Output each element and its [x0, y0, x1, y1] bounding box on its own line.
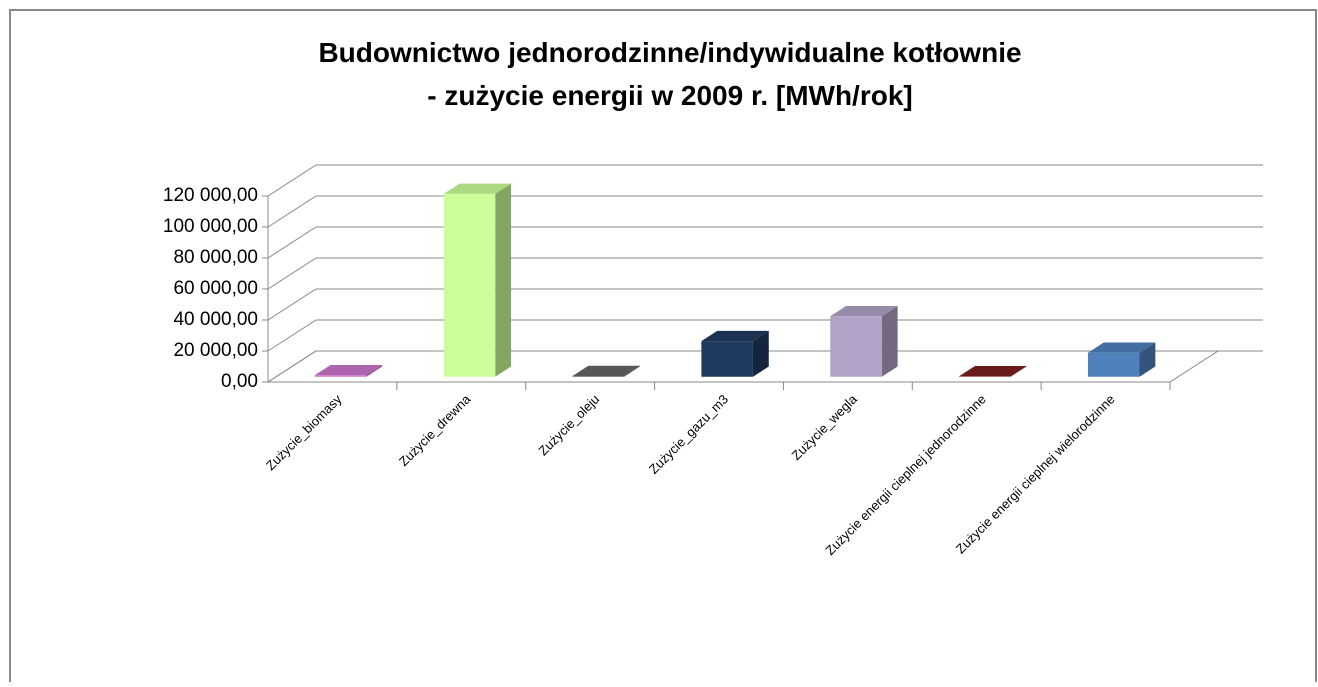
chart-subtitle: - zużycie energii w 2009 r. [MWh/rok]	[427, 80, 912, 111]
bar	[573, 376, 625, 377]
bar	[1088, 353, 1140, 377]
bar	[701, 341, 753, 377]
y-tick-label: 60 000,00	[173, 278, 258, 299]
bar	[315, 375, 367, 377]
y-tick-label: 80 000,00	[173, 247, 258, 268]
bar	[830, 316, 882, 376]
bar-side	[882, 306, 898, 377]
y-tick-label: 0,00	[221, 371, 258, 392]
y-tick-label: 100 000,00	[163, 216, 258, 237]
y-tick-label: 20 000,00	[173, 340, 258, 361]
y-tick-label: 120 000,00	[163, 185, 258, 206]
chart-title: Budownictwo jednorodzinne/indywidualne k…	[318, 37, 1021, 68]
y-tick-label: 40 000,00	[173, 309, 258, 330]
bar	[444, 194, 496, 377]
bar-side	[495, 184, 511, 377]
